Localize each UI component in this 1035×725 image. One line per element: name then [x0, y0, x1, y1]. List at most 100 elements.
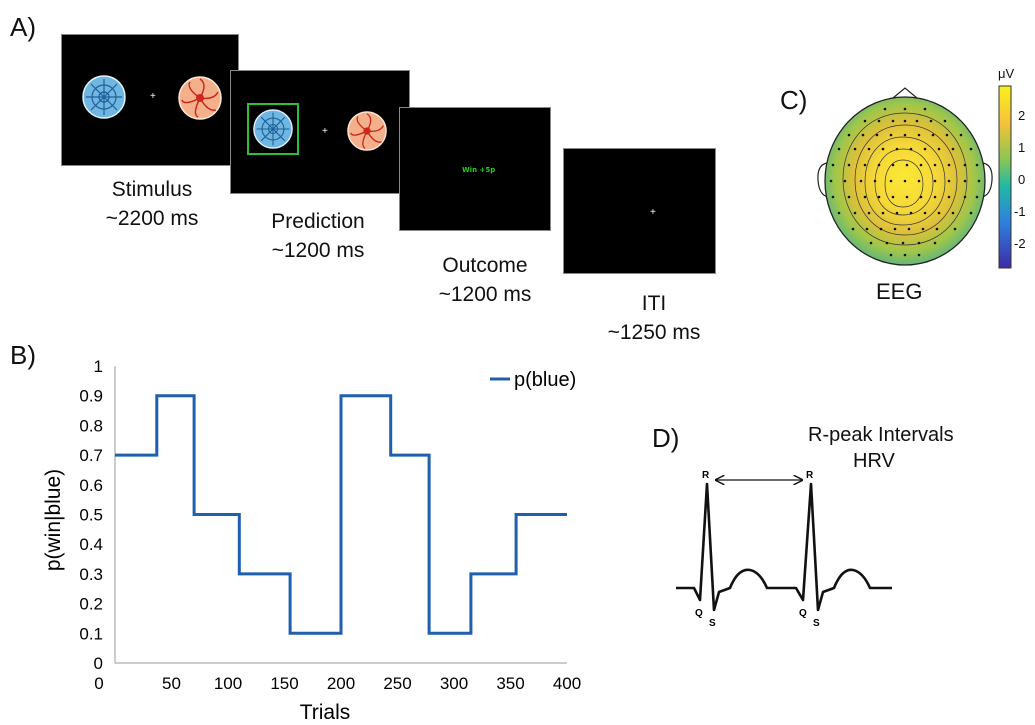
- panel-label-c: C): [780, 85, 808, 115]
- q-label: Q: [695, 608, 703, 619]
- electrode-dot: [831, 163, 835, 167]
- colorbar-tick: 1: [1018, 140, 1026, 155]
- y-tick-label: 0.7: [79, 446, 103, 465]
- hrv-title-line2: HRV: [853, 450, 895, 472]
- colorbar-tick: -2: [1014, 236, 1026, 251]
- electrode-dot: [893, 227, 897, 231]
- electrode-dot: [881, 147, 885, 151]
- electrode-dot: [895, 211, 899, 215]
- chart-ticks: 0 0.1 0.2 0.3 0.4 0.5 0.6 0.7 0.8 0.9 1 0 50 100 150 20…: [79, 357, 581, 693]
- electrode-dot: [909, 211, 913, 215]
- electrode-dot: [863, 163, 867, 167]
- electrode-dot: [915, 119, 919, 123]
- electrode-dot: [947, 163, 951, 167]
- electrode-dot: [917, 179, 921, 183]
- red-stimulus-icon: [178, 76, 222, 120]
- electrode-dot: [931, 133, 935, 137]
- y-tick-label: 0.2: [79, 595, 103, 614]
- phase-name: Stimulus: [111, 178, 193, 201]
- electrode-dot: [903, 107, 907, 111]
- eeg-label: EEG: [876, 279, 923, 304]
- electrode-dot: [919, 195, 923, 199]
- x-tick-label: 200: [327, 674, 355, 693]
- phase-duration: ~1200 ms: [271, 239, 365, 262]
- electrode-dot: [969, 211, 973, 215]
- electrode-dot: [853, 211, 857, 215]
- blue-stimulus-icon: [82, 75, 126, 119]
- electrode-dot: [853, 147, 857, 151]
- phase-caption-outcome: Outcome ~1200 ms: [400, 251, 570, 309]
- electrode-dot: [901, 241, 905, 245]
- electrode-dot: [921, 227, 925, 231]
- legend-label: p(blue): [514, 369, 576, 391]
- electrode-dot: [903, 179, 907, 183]
- electrode-dot: [945, 133, 949, 137]
- electrode-dot: [867, 211, 871, 215]
- electrode-dot: [929, 119, 933, 123]
- electrode-dot: [951, 211, 955, 215]
- electrode-dot: [865, 227, 869, 231]
- x-tick-label: 0: [94, 674, 103, 693]
- electrode-dot: [917, 253, 921, 257]
- electrode-dot: [891, 195, 895, 199]
- iti-screen: +: [563, 148, 716, 274]
- y-tick-label: 0.9: [79, 387, 103, 406]
- phase-duration: ~2200 ms: [105, 207, 199, 230]
- panel-label-d: D): [652, 423, 680, 453]
- electrode-dot: [847, 163, 851, 167]
- fixation-cross: +: [322, 126, 328, 137]
- electrode-dot: [923, 147, 927, 151]
- stimulus-screen: +: [61, 34, 239, 166]
- electrode-dot: [867, 147, 871, 151]
- blue-stimulus-icon: [253, 109, 293, 149]
- electrode-dot: [837, 147, 841, 151]
- y-tick-label: 0.6: [79, 476, 103, 495]
- electrode-dot: [861, 133, 865, 137]
- x-tick-label: 150: [270, 674, 298, 693]
- electrode-dot: [907, 227, 911, 231]
- selection-box: [247, 103, 299, 155]
- electrode-dot: [877, 163, 881, 167]
- electrode-dot: [847, 133, 851, 137]
- electrode-dot: [889, 179, 893, 183]
- electrode-dot: [851, 227, 855, 231]
- x-tick-label: 250: [383, 674, 411, 693]
- y-tick-label: 0: [94, 654, 103, 673]
- electrode-dot: [863, 195, 867, 199]
- s-label: S: [813, 618, 820, 629]
- electrode-dot: [937, 211, 941, 215]
- electrode-dot: [877, 195, 881, 199]
- electrode-dot: [885, 241, 889, 245]
- electrode-dot: [903, 253, 907, 257]
- electrode-dot: [923, 211, 927, 215]
- panel-label-a: A): [10, 12, 36, 42]
- electrode-dot: [883, 107, 887, 111]
- electrode-dot: [933, 195, 937, 199]
- electrode-dot: [891, 119, 895, 123]
- x-tick-label: 50: [162, 674, 181, 693]
- phase-name: ITI: [641, 292, 667, 315]
- electrode-dot: [843, 179, 847, 183]
- phase-caption-stimulus: Stimulus ~2200 ms: [67, 175, 237, 233]
- electrode-dot: [947, 179, 951, 183]
- electrode-dot: [879, 227, 883, 231]
- y-tick-label: 0.4: [79, 535, 103, 554]
- electrode-dot: [963, 195, 967, 199]
- red-stimulus-icon: [347, 111, 387, 151]
- phase-caption-iti: ITI ~1250 ms: [569, 289, 739, 347]
- phase-name: Prediction: [271, 210, 365, 233]
- electrode-dot: [943, 119, 947, 123]
- x-tick-label: 350: [496, 674, 524, 693]
- colorbar: [998, 85, 1012, 269]
- colorbar-unit: μV: [998, 66, 1015, 81]
- fixation-cross: +: [150, 91, 156, 102]
- electrode-dot: [905, 163, 909, 167]
- y-axis-label: p(win|blue): [42, 469, 65, 571]
- electrode-dot: [947, 195, 951, 199]
- electrode-dot: [917, 241, 921, 245]
- y-tick-label: 1: [94, 357, 103, 376]
- electrode-dot: [875, 133, 879, 137]
- colorbar-tick: -1: [1014, 204, 1026, 219]
- electrode-dot: [909, 147, 913, 151]
- electrode-dot: [919, 163, 923, 167]
